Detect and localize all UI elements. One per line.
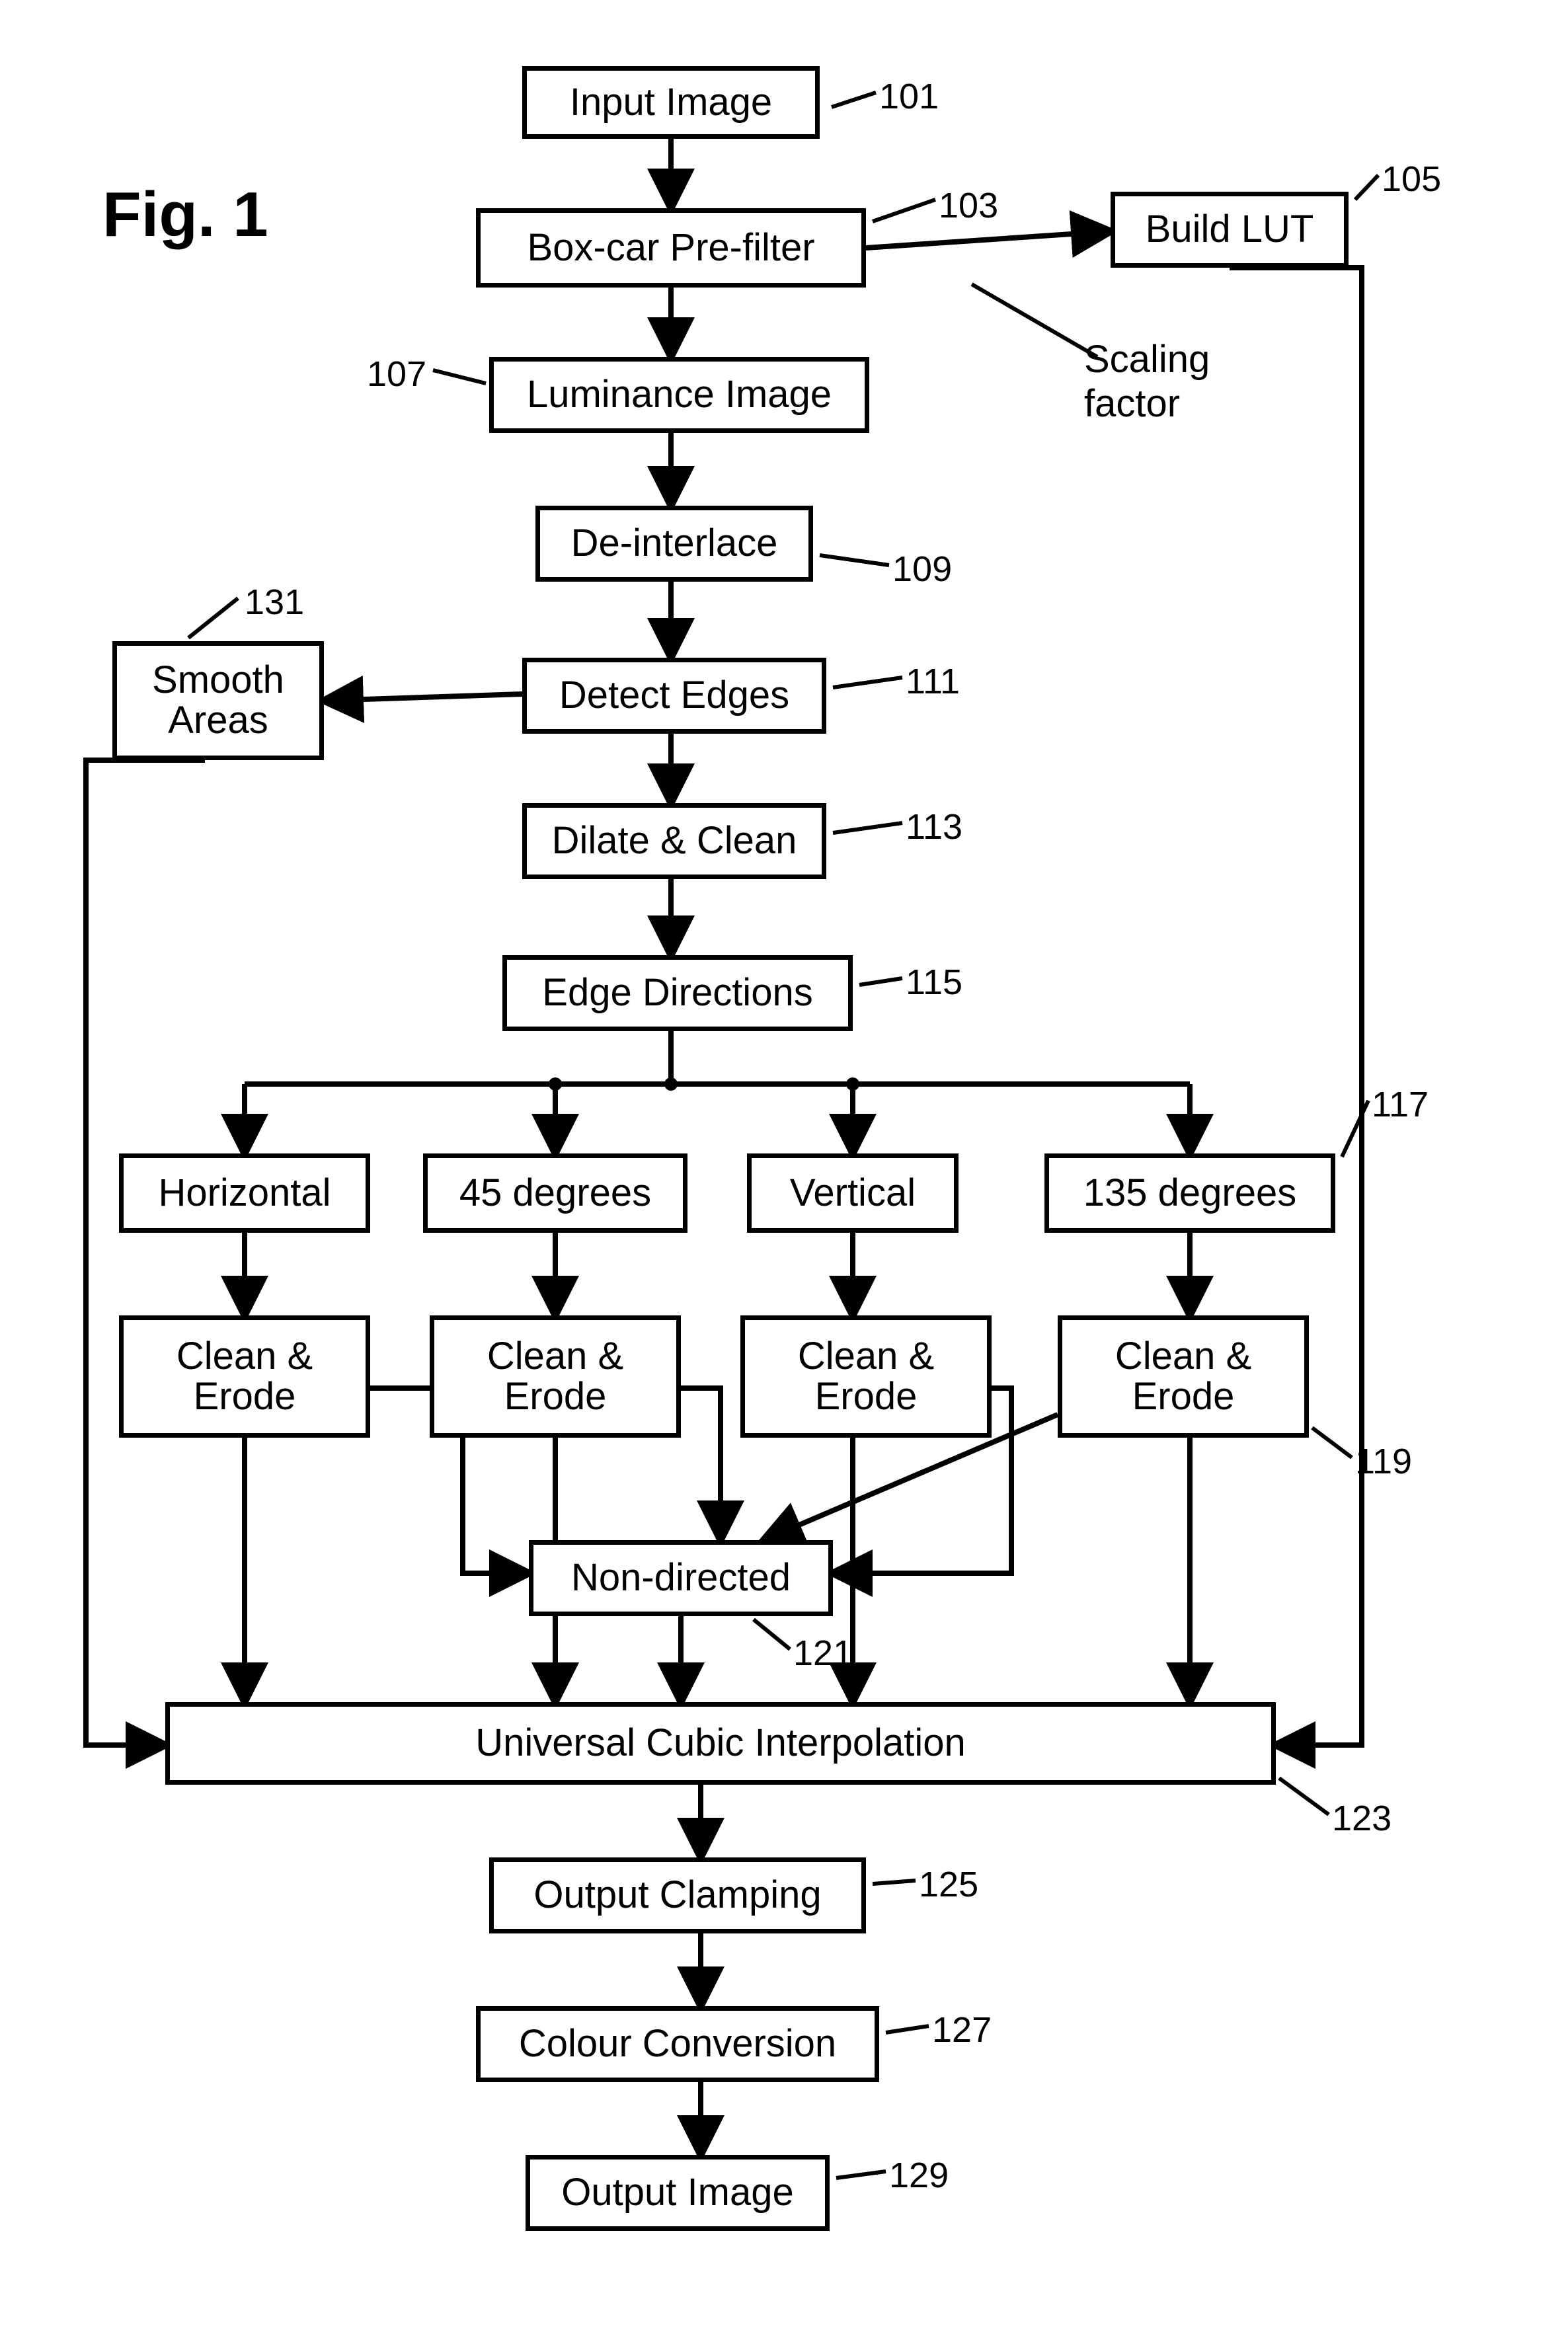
node-n103: Box-car Pre-filter xyxy=(476,208,866,288)
label-r109: 109 xyxy=(892,549,952,590)
label-r121: 121 xyxy=(793,1633,853,1674)
label-r131: 131 xyxy=(245,582,304,623)
node-n117b: 45 degrees xyxy=(423,1153,687,1233)
label-r125: 125 xyxy=(919,1864,978,1905)
node-n109: De-interlace xyxy=(535,506,813,582)
label-r115: 115 xyxy=(906,962,962,1003)
node-n105: Build LUT xyxy=(1111,192,1349,268)
node-n115: Edge Directions xyxy=(502,955,853,1031)
label-r111: 111 xyxy=(906,661,960,702)
label-r123: 123 xyxy=(1332,1798,1392,1839)
node-n117c: Vertical xyxy=(747,1153,959,1233)
node-n119a: Clean & Erode xyxy=(119,1315,370,1438)
label-r101: 101 xyxy=(879,76,939,117)
node-n119c: Clean & Erode xyxy=(740,1315,992,1438)
node-n129: Output Image xyxy=(526,2155,830,2231)
node-n125: Output Clamping xyxy=(489,1857,866,1933)
node-n119b: Clean & Erode xyxy=(430,1315,681,1438)
node-n121: Non-directed xyxy=(529,1540,833,1616)
node-n111: Detect Edges xyxy=(522,658,826,734)
node-n107: Luminance Image xyxy=(489,357,869,433)
flowchart-stage: Input Image Box-car Pre-filter Build LUT Lu… xyxy=(0,0,1568,2336)
node-n113: Dilate & Clean xyxy=(522,803,826,879)
node-n117a: Horizontal xyxy=(119,1153,370,1233)
label-r129: 129 xyxy=(889,2155,949,2196)
label-r105: 105 xyxy=(1382,159,1441,200)
label-r103: 103 xyxy=(939,185,998,226)
node-n123: Universal Cubic Interpolation xyxy=(165,1702,1276,1785)
label-r113: 113 xyxy=(906,806,962,847)
label-r119: 119 xyxy=(1355,1441,1412,1482)
label-fig: Fig. 1 xyxy=(102,178,268,251)
node-n127: Colour Conversion xyxy=(476,2006,879,2082)
node-n117d: 135 degrees xyxy=(1044,1153,1335,1233)
label-r117: 117 xyxy=(1372,1084,1429,1125)
node-n119d: Clean & Erode xyxy=(1058,1315,1309,1438)
label-r107: 107 xyxy=(367,354,426,395)
label-scaling: Scaling factor xyxy=(1084,337,1210,426)
label-r127: 127 xyxy=(932,2009,992,2050)
node-n131: Smooth Areas xyxy=(112,641,324,760)
node-n101: Input Image xyxy=(522,66,820,139)
